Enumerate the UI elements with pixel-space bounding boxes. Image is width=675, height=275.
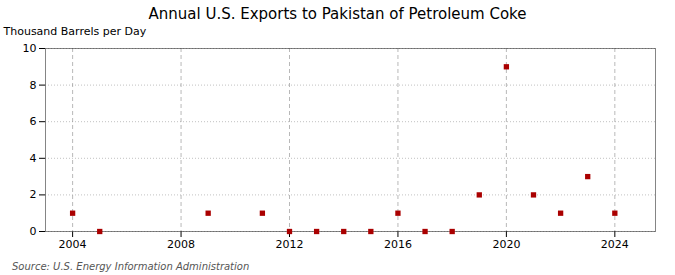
svg-text:2: 2 <box>30 188 37 201</box>
html-text:Source: U.S. Energy Informatio: Source: U.S. Energy Information Administ… <box>12 261 250 272</box>
svg-text:10: 10 <box>23 42 37 55</box>
svg-text:2020: 2020 <box>492 238 520 251</box>
svg-text:2012: 2012 <box>276 238 304 251</box>
svg-text:2024: 2024 <box>601 238 629 251</box>
svg-text:6: 6 <box>30 115 37 128</box>
svg-text:4: 4 <box>30 152 37 165</box>
svg-text:Thousand Barrels per Day: Thousand Barrels per Day <box>3 25 147 38</box>
svg-text:2008: 2008 <box>167 238 195 251</box>
svg-text:8: 8 <box>30 79 37 92</box>
svg-text:2016: 2016 <box>384 238 412 251</box>
svg-text:2004: 2004 <box>59 238 87 251</box>
html-text:Annual U.S. Exports to Pakista: Annual U.S. Exports to Pakistan of Petro… <box>148 5 527 23</box>
svg-text:0: 0 <box>30 225 37 238</box>
